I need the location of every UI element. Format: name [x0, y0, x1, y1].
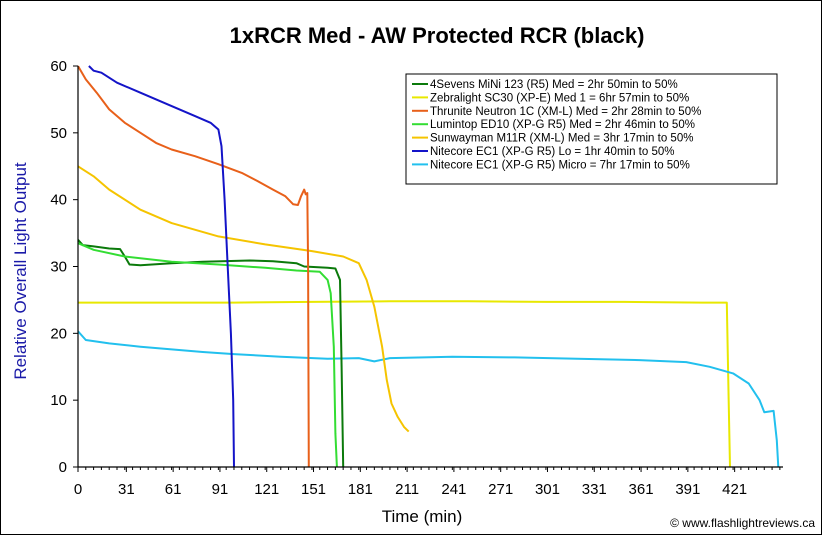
x-tick-label: 211 [395, 481, 419, 498]
x-tick-label: 301 [535, 481, 560, 498]
x-axis-label: Time (min) [382, 507, 463, 526]
legend-entry-3: Lumintop ED10 (XP-G R5) Med = 2hr 46min … [430, 119, 695, 131]
y-tick-label: 40 [50, 192, 67, 209]
y-tick-label: 60 [50, 58, 67, 75]
y-tick-label: 0 [59, 459, 67, 476]
x-tick-label: 331 [582, 481, 607, 498]
x-tick-label: 241 [441, 481, 466, 498]
x-tick-label: 31 [118, 481, 135, 498]
legend-entry-0: 4Sevens MiNi 123 (R5) Med = 2hr 50min to… [430, 79, 678, 91]
legend-entry-1: Zebralight SC30 (XP-E) Med 1 = 6hr 57min… [430, 92, 689, 104]
y-tick-label: 10 [50, 392, 67, 409]
x-tick-label: 151 [301, 481, 326, 498]
legend-box [405, 73, 778, 185]
legend-entry-6: Nitecore EC1 (XP-G R5) Micro = 7hr 17min… [430, 159, 690, 171]
x-tick-label: 361 [629, 481, 654, 498]
y-tick-label: 50 [50, 125, 67, 142]
x-tick-label: 391 [675, 481, 700, 498]
legend-entry-5: Nitecore EC1 (XP-G R5) Lo = 1hr 40min to… [430, 146, 674, 158]
series-line-4 [78, 165, 410, 433]
copyright-credit: © www.flashlightreviews.ca [670, 516, 815, 530]
x-tick-label: 61 [165, 481, 182, 498]
y-tick-label: 20 [50, 325, 67, 342]
y-tick-label: 30 [50, 259, 67, 276]
x-tick-label: 181 [348, 481, 373, 498]
series-line-3 [78, 242, 338, 467]
legend-entry-2: Thrunite Neutron 1C (XM-L) Med = 2hr 28m… [430, 106, 701, 118]
x-tick-label: 271 [488, 481, 513, 498]
series-line-2 [78, 65, 310, 467]
x-tick-label: 121 [254, 481, 279, 498]
chart-title: 1xRCR Med - AW Protected RCR (black) [230, 23, 645, 48]
y-axis-label: Relative Overall Light Output [11, 162, 30, 380]
series-line-0 [78, 239, 345, 467]
series-line-5 [88, 65, 235, 467]
legend-entry-4: Sunwayman M11R (XM-L) Med = 3hr 17min to… [430, 133, 693, 145]
series-line-6 [78, 330, 780, 467]
series-line-1 [78, 300, 731, 467]
x-tick-label: 421 [722, 481, 747, 498]
x-tick-label: 91 [212, 481, 229, 498]
x-tick-label: 0 [74, 481, 82, 498]
